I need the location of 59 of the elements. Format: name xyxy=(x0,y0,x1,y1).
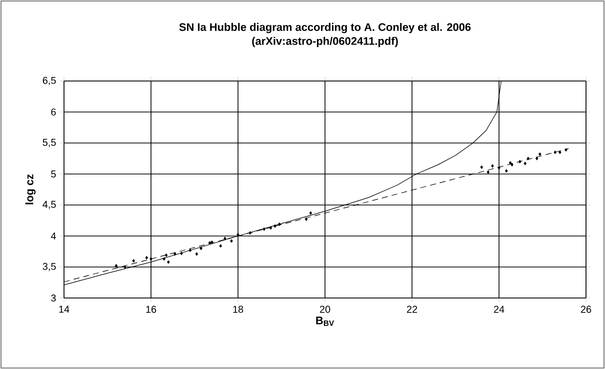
point xyxy=(195,252,198,256)
point xyxy=(248,231,252,235)
chart-title: SN Ia Hubble diagram according to A. Conley et al. 2006 xyxy=(179,22,471,34)
point xyxy=(535,156,538,160)
point xyxy=(208,241,212,245)
y-tick-label: 6 xyxy=(51,108,56,116)
point xyxy=(174,252,176,256)
y-tick-label: 6,5 xyxy=(42,76,56,86)
point xyxy=(510,162,514,166)
point xyxy=(167,260,170,264)
point xyxy=(200,246,202,250)
x-tick-label: 16 xyxy=(146,306,156,313)
point xyxy=(480,165,484,169)
point xyxy=(278,222,281,226)
point xyxy=(132,259,135,263)
y-tick-label: 5,5 xyxy=(42,138,56,148)
point xyxy=(219,244,222,248)
x-axis-title: B$_{BV}$ xyxy=(316,316,334,326)
point xyxy=(180,252,183,256)
y-tick-label: 3 xyxy=(51,294,56,302)
x-tick-label: 24 xyxy=(494,306,504,313)
y-tick-label: 4 xyxy=(50,232,56,240)
x-tick-label: 26 xyxy=(580,306,592,313)
point xyxy=(145,256,148,260)
point xyxy=(498,166,500,170)
x-tick-label: 22 xyxy=(406,306,418,313)
y-tick-label: 3,5 xyxy=(42,262,56,272)
point xyxy=(262,227,266,231)
x-tick-label: 14 xyxy=(59,306,70,313)
point xyxy=(188,248,192,252)
point xyxy=(524,162,527,166)
point xyxy=(224,236,226,240)
point xyxy=(274,224,276,228)
chart-subtitle: (arXiv:astro-ph/0602411.pdf) xyxy=(252,36,398,48)
point xyxy=(486,170,490,174)
point xyxy=(309,211,312,215)
point xyxy=(150,257,152,261)
point xyxy=(124,265,126,269)
point xyxy=(114,264,118,268)
point xyxy=(558,150,562,154)
point xyxy=(505,169,508,173)
point xyxy=(554,150,557,154)
x-tick-label: 20 xyxy=(320,306,330,313)
point xyxy=(269,226,272,230)
y-axis-title: log cz xyxy=(25,174,36,204)
point xyxy=(491,164,494,168)
point xyxy=(526,156,530,160)
point xyxy=(518,160,522,164)
point xyxy=(162,257,166,261)
point xyxy=(564,148,568,152)
point xyxy=(304,217,308,222)
y-tick-label: 5 xyxy=(51,170,56,178)
point xyxy=(164,253,168,258)
y-tick-label: 4,5 xyxy=(42,200,56,210)
point xyxy=(210,240,214,244)
point xyxy=(508,161,512,165)
point xyxy=(230,239,233,243)
x-tick-label: 18 xyxy=(233,306,244,313)
point xyxy=(538,152,542,156)
